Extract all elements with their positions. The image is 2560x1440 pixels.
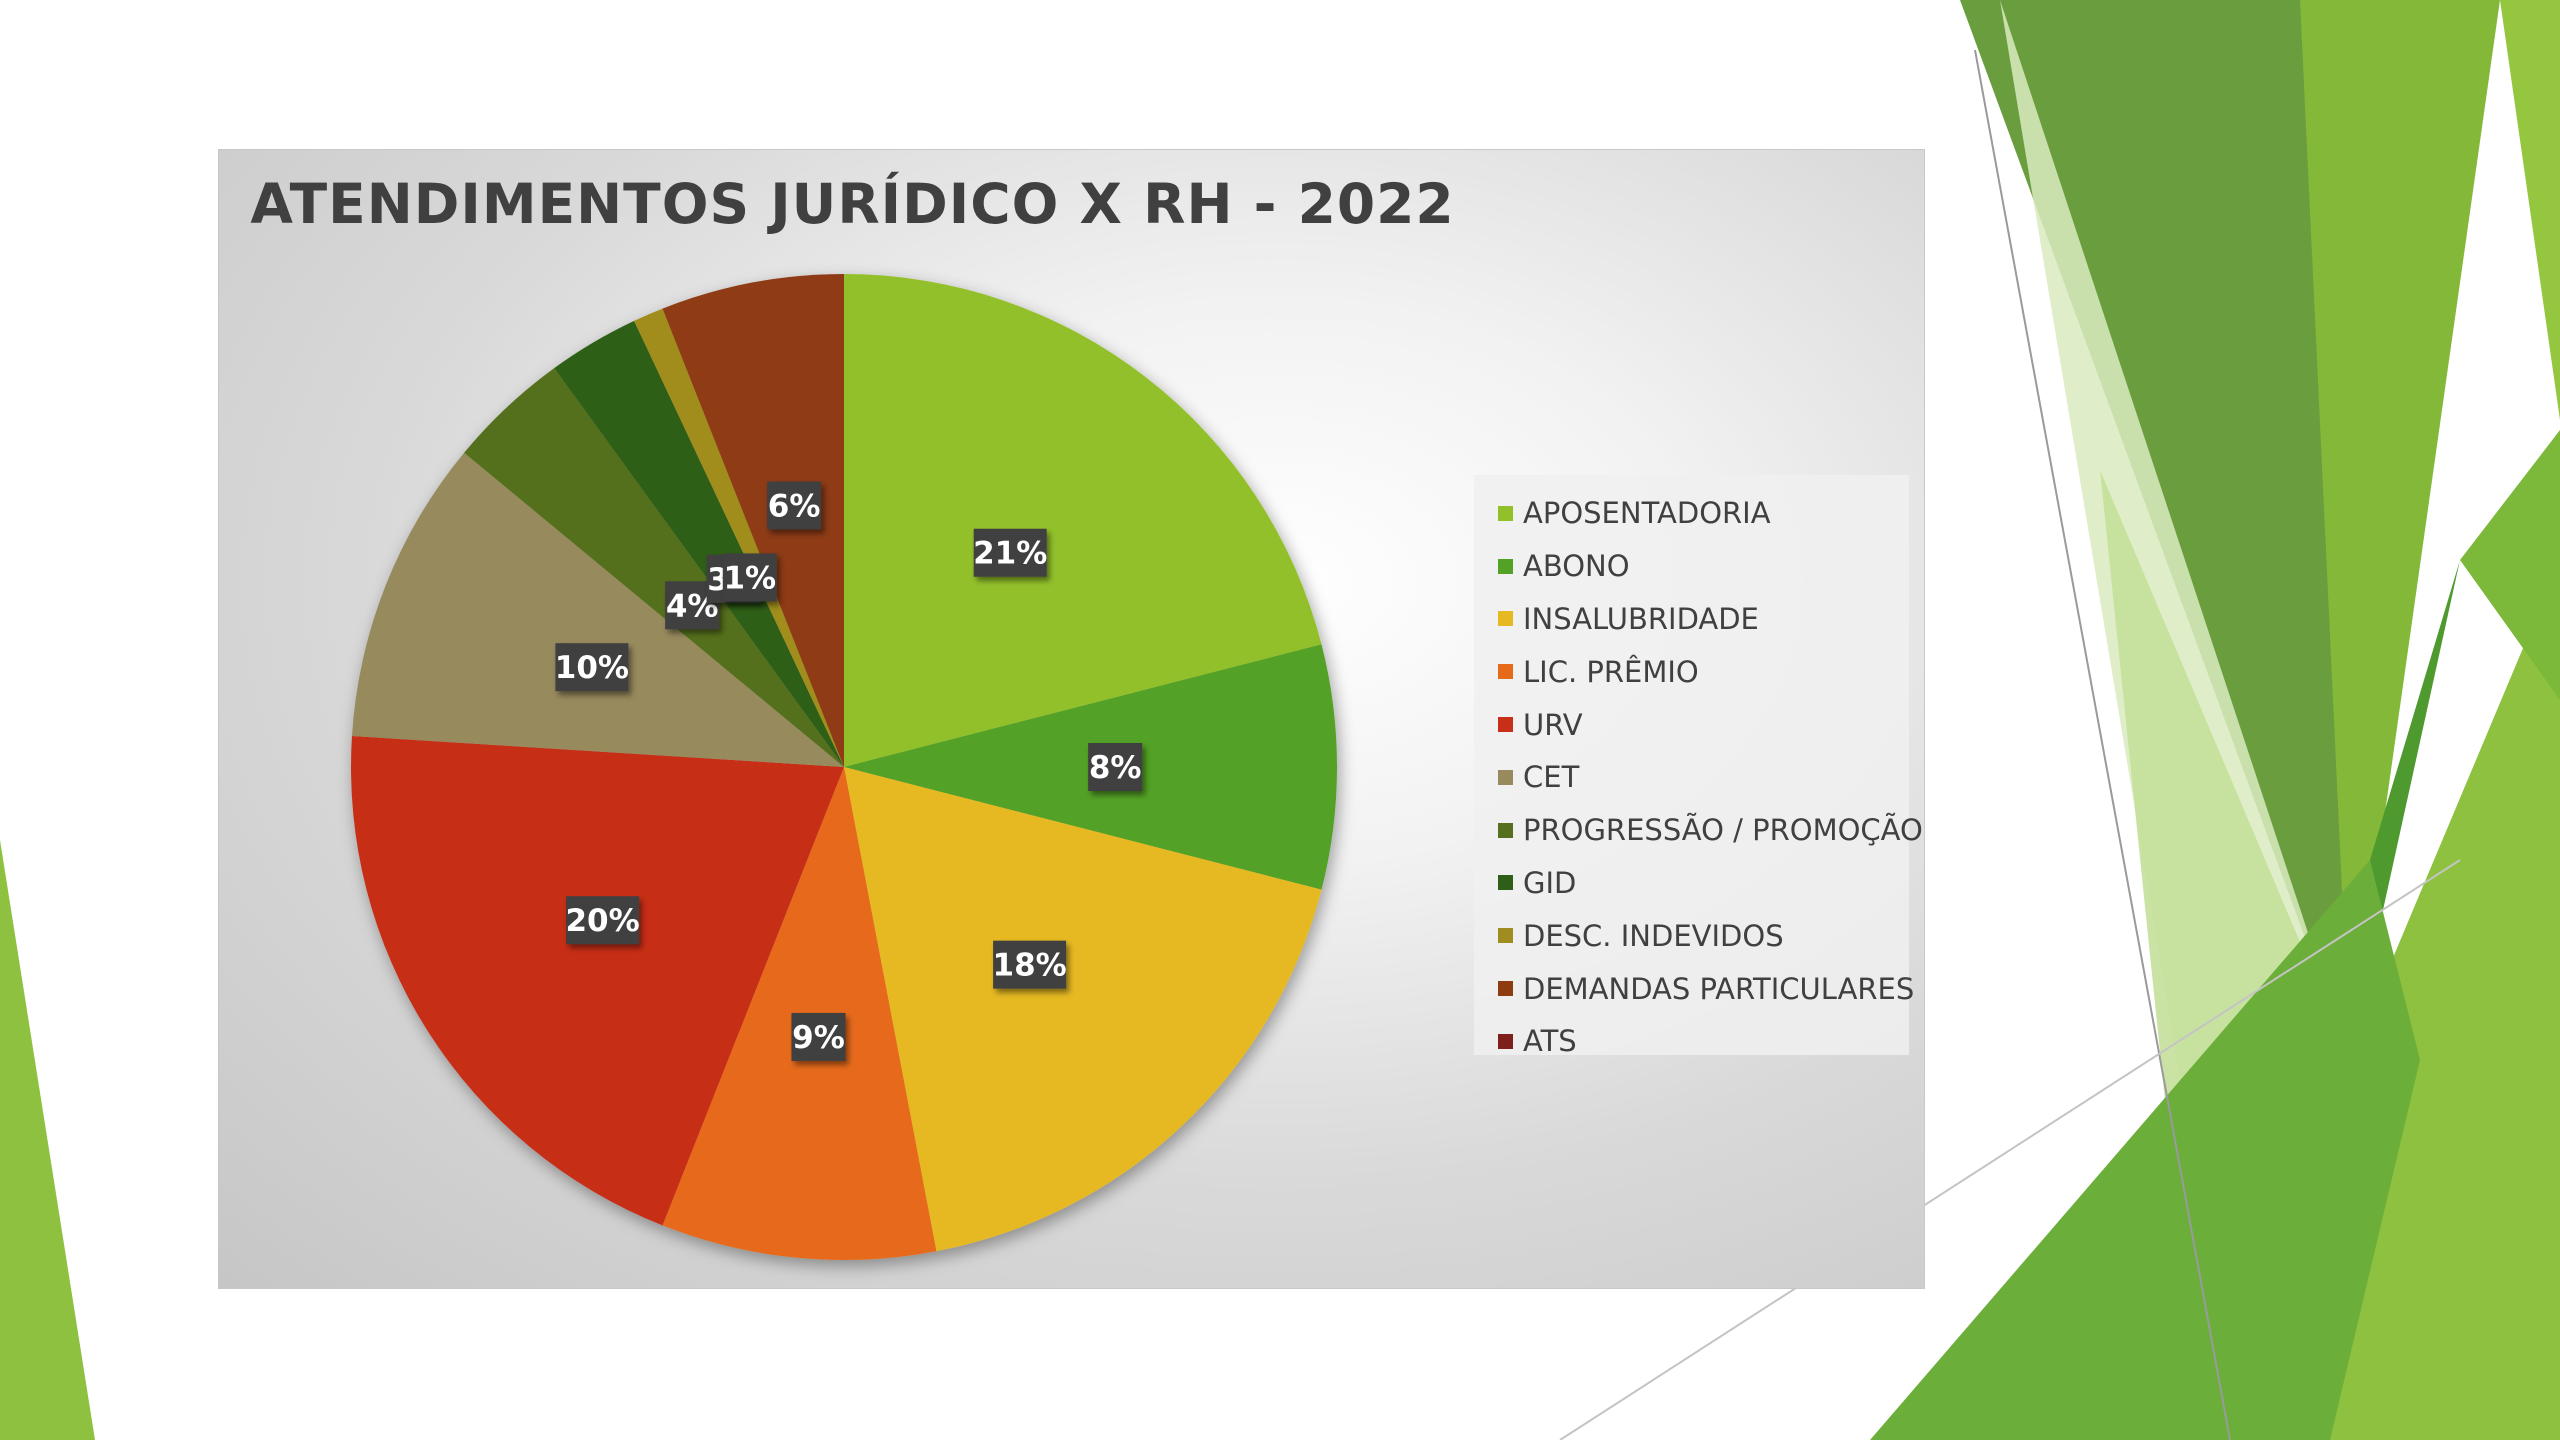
data-label-demandas-particulares: 6% bbox=[767, 481, 822, 530]
legend-swatch bbox=[1498, 769, 1513, 785]
legend-item-aposentadoria: APOSENTADORIA bbox=[1498, 487, 1909, 540]
legend-item-gid: GID bbox=[1498, 857, 1909, 910]
legend-label: ABONO bbox=[1523, 549, 1630, 584]
legend-item-desc-indevidos: DESC. INDEVIDOS bbox=[1498, 909, 1909, 962]
pie-slice-urv bbox=[351, 736, 844, 1226]
legend-swatch bbox=[1498, 717, 1513, 733]
data-label-text: 8% bbox=[1089, 750, 1142, 786]
data-label-text: 1% bbox=[723, 560, 776, 596]
legend-item-demandas-particulares: DEMANDAS PARTICULARES bbox=[1498, 962, 1914, 1015]
data-label-text: 6% bbox=[768, 488, 821, 524]
pie-slice-desc-indevidos bbox=[634, 308, 844, 767]
data-label-urv: 20% bbox=[565, 896, 640, 945]
legend-label: URV bbox=[1523, 707, 1583, 742]
pie-slice-insalubridade bbox=[844, 767, 1322, 1252]
data-label-aposentadoria: 21% bbox=[973, 528, 1047, 577]
legend-label: LIC. PRÊMIO bbox=[1523, 654, 1699, 689]
data-label-desc-indevidos: 1% bbox=[722, 553, 777, 602]
data-label-text: 18% bbox=[993, 948, 1067, 984]
legend-swatch bbox=[1498, 1033, 1513, 1049]
legend-label: ATS bbox=[1523, 1024, 1577, 1059]
pie-data-labels: 21%8%18%9%20%10%4%3%1%6% bbox=[555, 481, 1143, 1061]
legend-label: GID bbox=[1523, 865, 1577, 900]
legend-label: INSALUBRIDADE bbox=[1523, 601, 1759, 636]
pie-slices bbox=[351, 274, 1337, 1260]
legend-item-ats: ATS bbox=[1498, 1015, 1909, 1068]
data-label-lic-premio: 9% bbox=[791, 1012, 846, 1061]
data-label-text: 21% bbox=[973, 536, 1047, 572]
legend-item-lic-premio: LIC. PRÊMIO bbox=[1498, 645, 1909, 698]
chart-title: ATENDIMENTOS JURÍDICO X RH - 2022 bbox=[250, 172, 1455, 236]
legend-item-cet: CET bbox=[1498, 751, 1909, 804]
legend-swatch bbox=[1498, 664, 1513, 680]
legend-label: APOSENTADORIA bbox=[1523, 496, 1771, 531]
data-label-text: 20% bbox=[565, 903, 639, 939]
pie-slice-gid bbox=[554, 320, 844, 767]
legend-swatch bbox=[1498, 981, 1513, 997]
data-label-text: 10% bbox=[555, 650, 629, 686]
pie-slice-cet bbox=[351, 452, 844, 767]
legend-swatch bbox=[1498, 558, 1513, 574]
pie-slice-demandas-particulares bbox=[662, 274, 844, 767]
data-label-text: 9% bbox=[792, 1020, 845, 1056]
pie-slice-aposentadoria bbox=[844, 274, 1322, 767]
pie-chart: 21%8%18%9%20%10%4%3%1%6% bbox=[351, 274, 1337, 1260]
legend-label: DESC. INDEVIDOS bbox=[1523, 918, 1784, 953]
legend-label: DEMANDAS PARTICULARES bbox=[1523, 971, 1915, 1006]
legend-label: CET bbox=[1523, 760, 1580, 795]
data-label-cet: 10% bbox=[555, 643, 629, 692]
legend-swatch bbox=[1498, 928, 1513, 944]
legend-item-urv: URV bbox=[1498, 698, 1909, 751]
legend-item-abono: ABONO bbox=[1498, 540, 1909, 593]
data-label-insalubridade: 18% bbox=[993, 940, 1067, 989]
data-label-abono: 8% bbox=[1088, 743, 1143, 791]
legend-swatch bbox=[1498, 822, 1513, 838]
chart-area: 21%8%18%9%20%10%4%3%1%6% ATENDIMENTOS JU… bbox=[218, 149, 1925, 1289]
legend-swatch bbox=[1498, 875, 1513, 891]
legend-swatch bbox=[1498, 611, 1513, 627]
legend: APOSENTADORIA ABONO INSALUBRIDADE LIC. PRÊM… bbox=[1474, 475, 1923, 1058]
legend-swatch bbox=[1498, 505, 1513, 521]
pie-slice-progressao-promocao bbox=[464, 368, 844, 767]
legend-item-progressao-promocao: PROGRESSÃO / PROMOÇÃO bbox=[1498, 804, 1923, 857]
legend-label: PROGRESSÃO / PROMOÇÃO bbox=[1523, 813, 1923, 848]
legend-item-insalubridade: INSALUBRIDADE bbox=[1498, 593, 1909, 646]
